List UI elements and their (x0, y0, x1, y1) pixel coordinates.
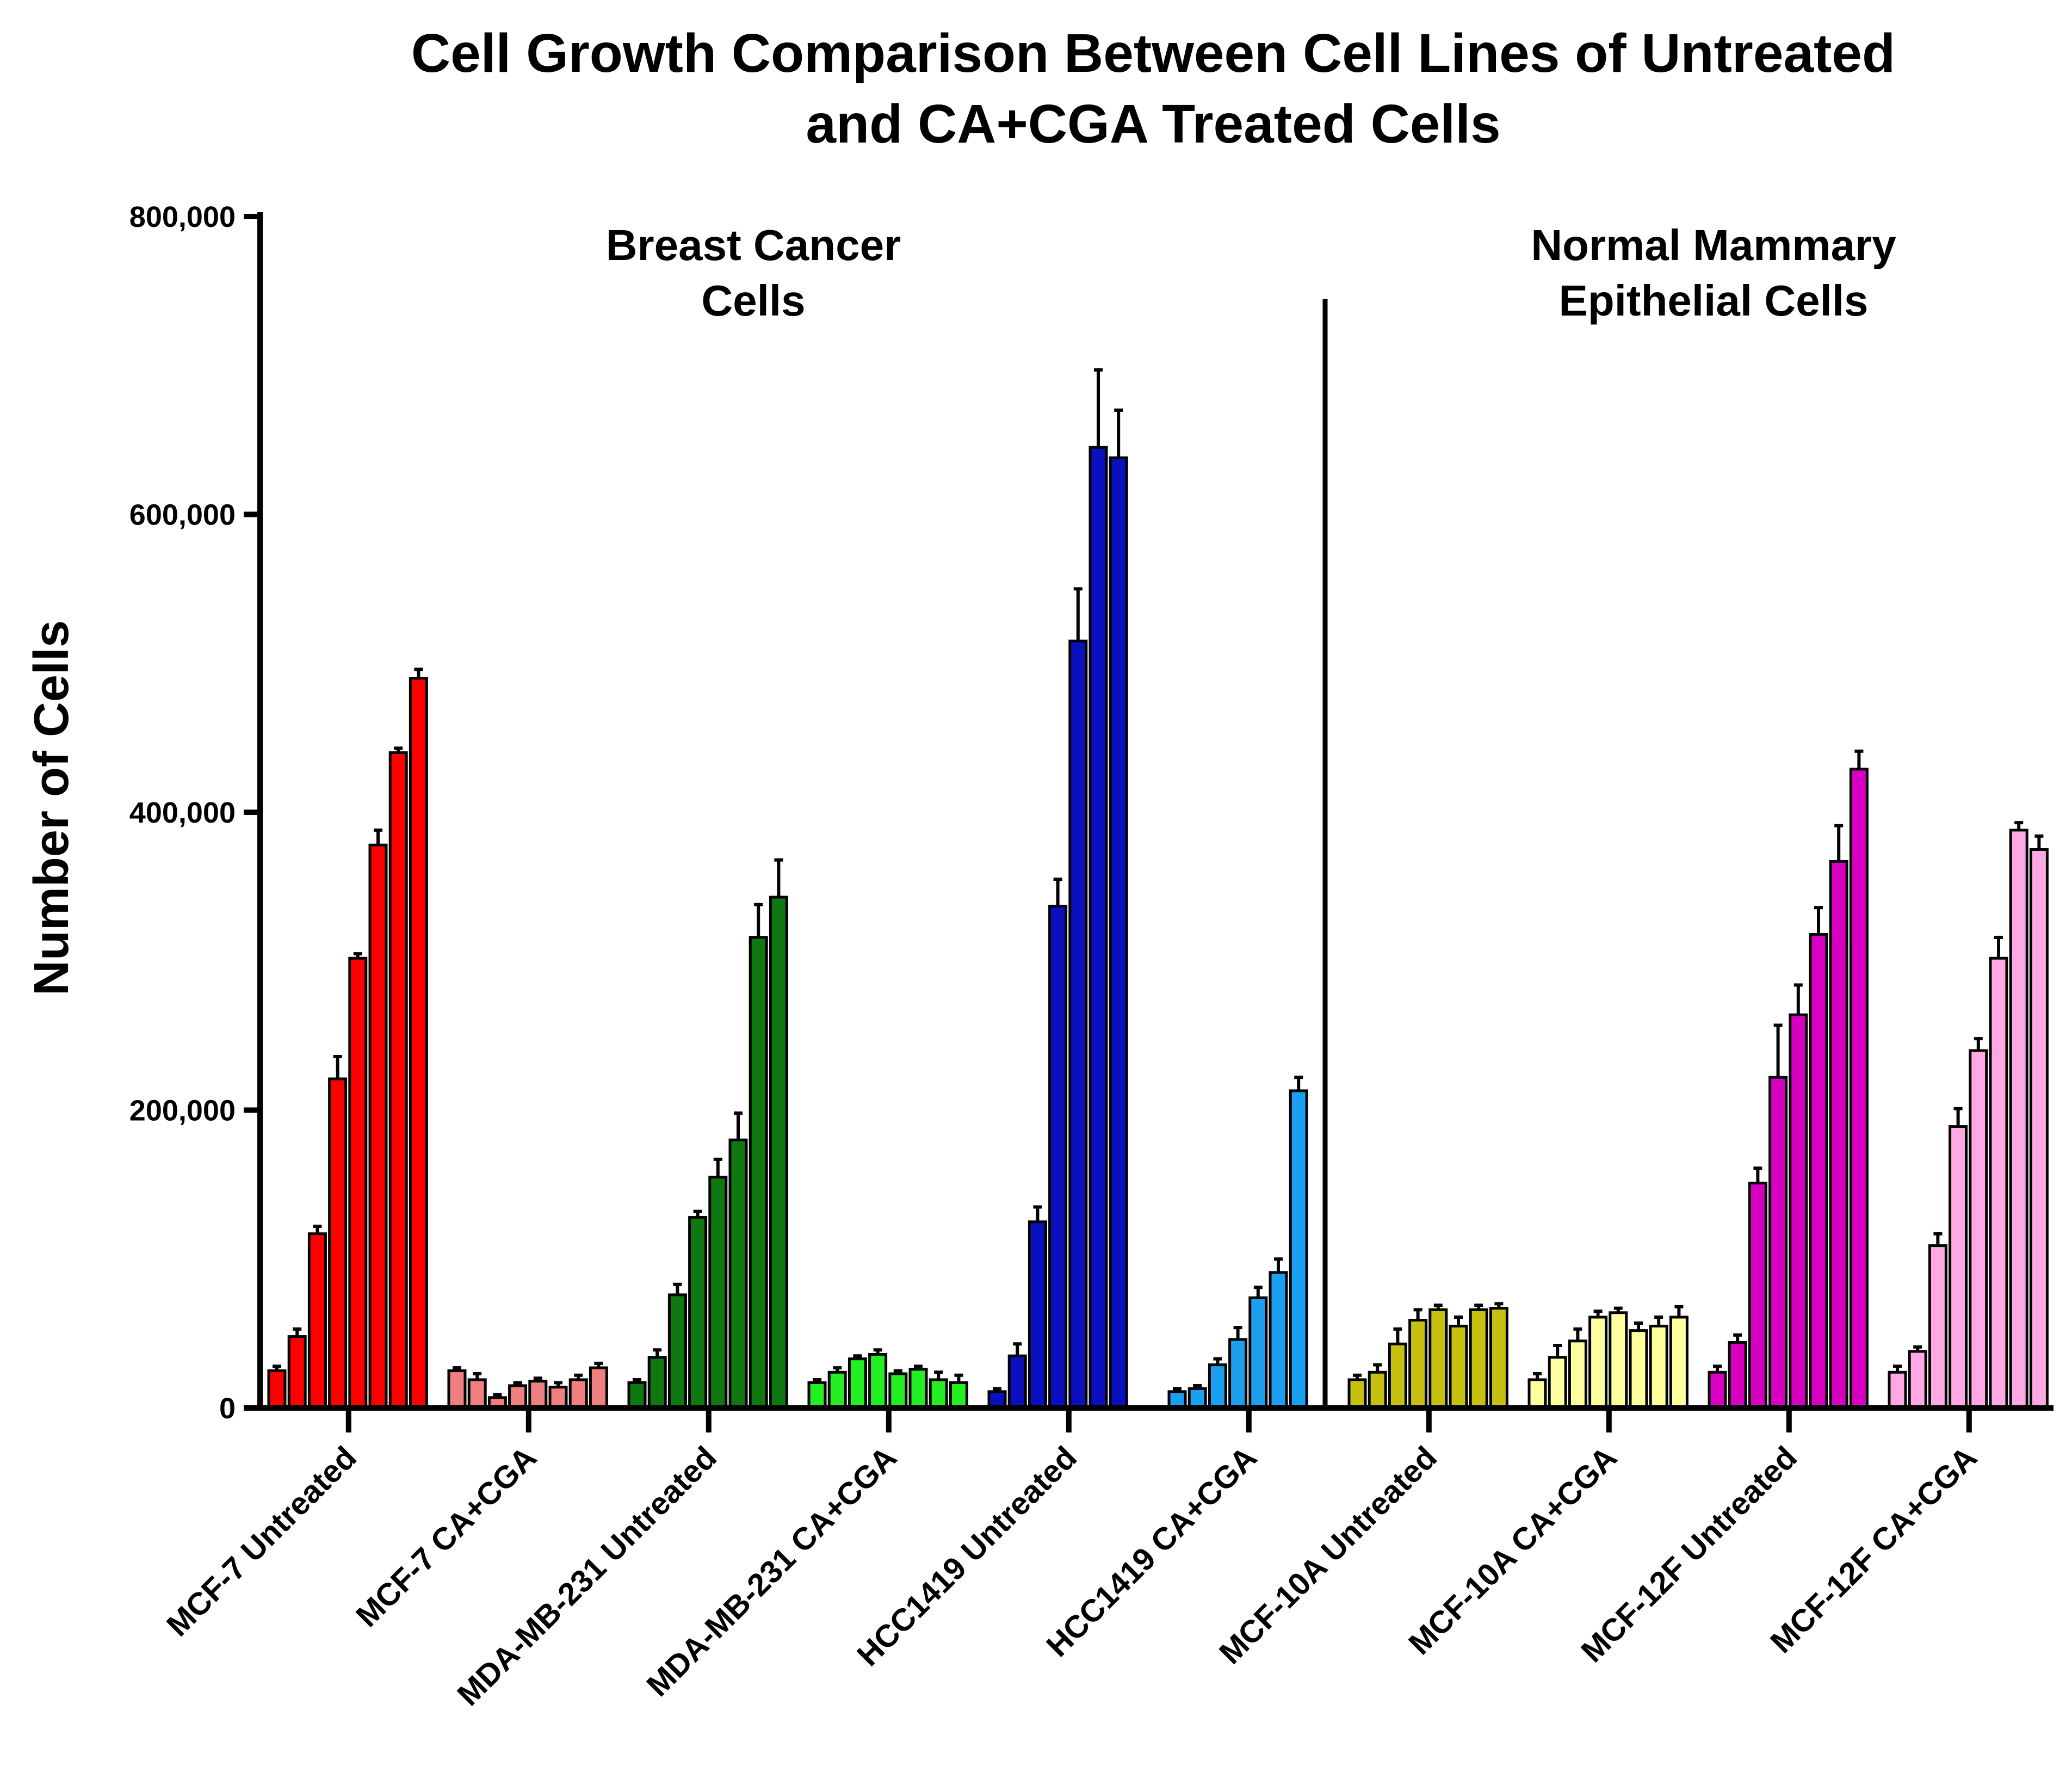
bar (1708, 1370, 1727, 1410)
bar (1489, 1307, 1508, 1410)
bar (1809, 932, 1828, 1410)
bar (728, 1138, 748, 1410)
error-bars (273, 368, 2044, 1398)
bar (1028, 1220, 1047, 1410)
bar (1048, 904, 1068, 1410)
bar (1789, 1013, 1808, 1410)
bar (1368, 1370, 1387, 1410)
bar (447, 1369, 467, 1410)
bar (627, 1381, 647, 1410)
bar (1347, 1378, 1367, 1410)
y-tick-label: 200,000 (129, 1095, 236, 1127)
bar (1068, 639, 1088, 1410)
bar (409, 677, 428, 1410)
bar (1548, 1356, 1567, 1410)
bar (1888, 1370, 1907, 1410)
bar (1187, 1387, 1207, 1410)
bar (2029, 848, 2049, 1410)
bar (1449, 1324, 1468, 1410)
y-tick-label: 0 (219, 1392, 236, 1425)
bar (1428, 1308, 1448, 1410)
bar (388, 751, 408, 1410)
bar (1609, 1311, 1628, 1410)
bar (2009, 829, 2028, 1410)
y-tick-label: 400,000 (129, 796, 236, 829)
y-tick-label: 600,000 (129, 499, 236, 532)
bar (1669, 1316, 1688, 1410)
bar (267, 1369, 287, 1410)
y-axis-ticks: 0 200,000 400,000 600,000 800,000 (129, 201, 260, 1425)
bar (807, 1381, 827, 1410)
bar (1269, 1271, 1288, 1410)
bar (568, 1378, 588, 1410)
y-axis-label: Number of Cells (24, 620, 79, 996)
bar (749, 936, 768, 1410)
bar (1289, 1089, 1308, 1410)
bar (1989, 956, 2008, 1410)
group-label-normal-mammary-line-1: Normal Mammary (1531, 221, 1896, 269)
bar (1388, 1342, 1407, 1410)
x-tick-label: MCF-7 CA+CGA (349, 1440, 543, 1634)
bar (868, 1352, 888, 1410)
bar (1728, 1341, 1747, 1410)
bar (1928, 1244, 1947, 1410)
bar (1088, 446, 1108, 1410)
bar (647, 1356, 667, 1410)
bar (467, 1378, 487, 1410)
y-tick-label: 800,000 (129, 201, 236, 233)
bar (1469, 1308, 1488, 1410)
bar (827, 1370, 847, 1410)
bar (548, 1386, 568, 1410)
bar (348, 956, 368, 1410)
bar (1109, 456, 1128, 1410)
chart-title-line-1: Cell Growth Comparison Between Cell Line… (411, 23, 1895, 84)
bar (1768, 1076, 1788, 1410)
bar (1228, 1338, 1248, 1410)
bar (1829, 860, 1848, 1410)
bar (368, 843, 388, 1410)
bar (307, 1232, 327, 1410)
bar (1408, 1318, 1428, 1410)
bar (708, 1176, 728, 1410)
bar (1527, 1378, 1547, 1410)
group-label-breast-cancer-line-1: Breast Cancer (606, 221, 901, 269)
bar (667, 1293, 687, 1410)
bar (528, 1380, 548, 1410)
x-tick-label: MCF-7 Untreated (160, 1440, 363, 1643)
bar (328, 1077, 348, 1410)
bar (1849, 768, 1869, 1410)
bar (1588, 1316, 1608, 1410)
bar (1007, 1354, 1027, 1410)
bar (769, 896, 788, 1410)
bar (508, 1384, 528, 1410)
bars (267, 446, 2049, 1410)
bar (888, 1372, 908, 1410)
bar (1629, 1329, 1648, 1410)
group-label-breast-cancer-line-2: Cells (701, 276, 805, 325)
bar (929, 1378, 948, 1410)
bar (1248, 1296, 1268, 1410)
bar (1208, 1363, 1227, 1410)
bar (287, 1335, 307, 1410)
x-tick-label: MCF-12F CA+CGA (1764, 1440, 1984, 1660)
chart-title-line-2: and CA+CGA Treated Cells (806, 94, 1500, 155)
bar (1949, 1125, 1968, 1410)
bar (1568, 1339, 1587, 1410)
bar (688, 1216, 708, 1410)
group-label-normal-mammary-line-2: Epithelial Cells (1558, 276, 1868, 325)
bar (848, 1357, 867, 1410)
bar (908, 1368, 928, 1410)
bar (1969, 1049, 1988, 1410)
bar (1748, 1182, 1767, 1410)
bar (589, 1366, 608, 1410)
bar (1908, 1350, 1927, 1410)
bar (949, 1381, 968, 1410)
bar (1649, 1324, 1668, 1410)
